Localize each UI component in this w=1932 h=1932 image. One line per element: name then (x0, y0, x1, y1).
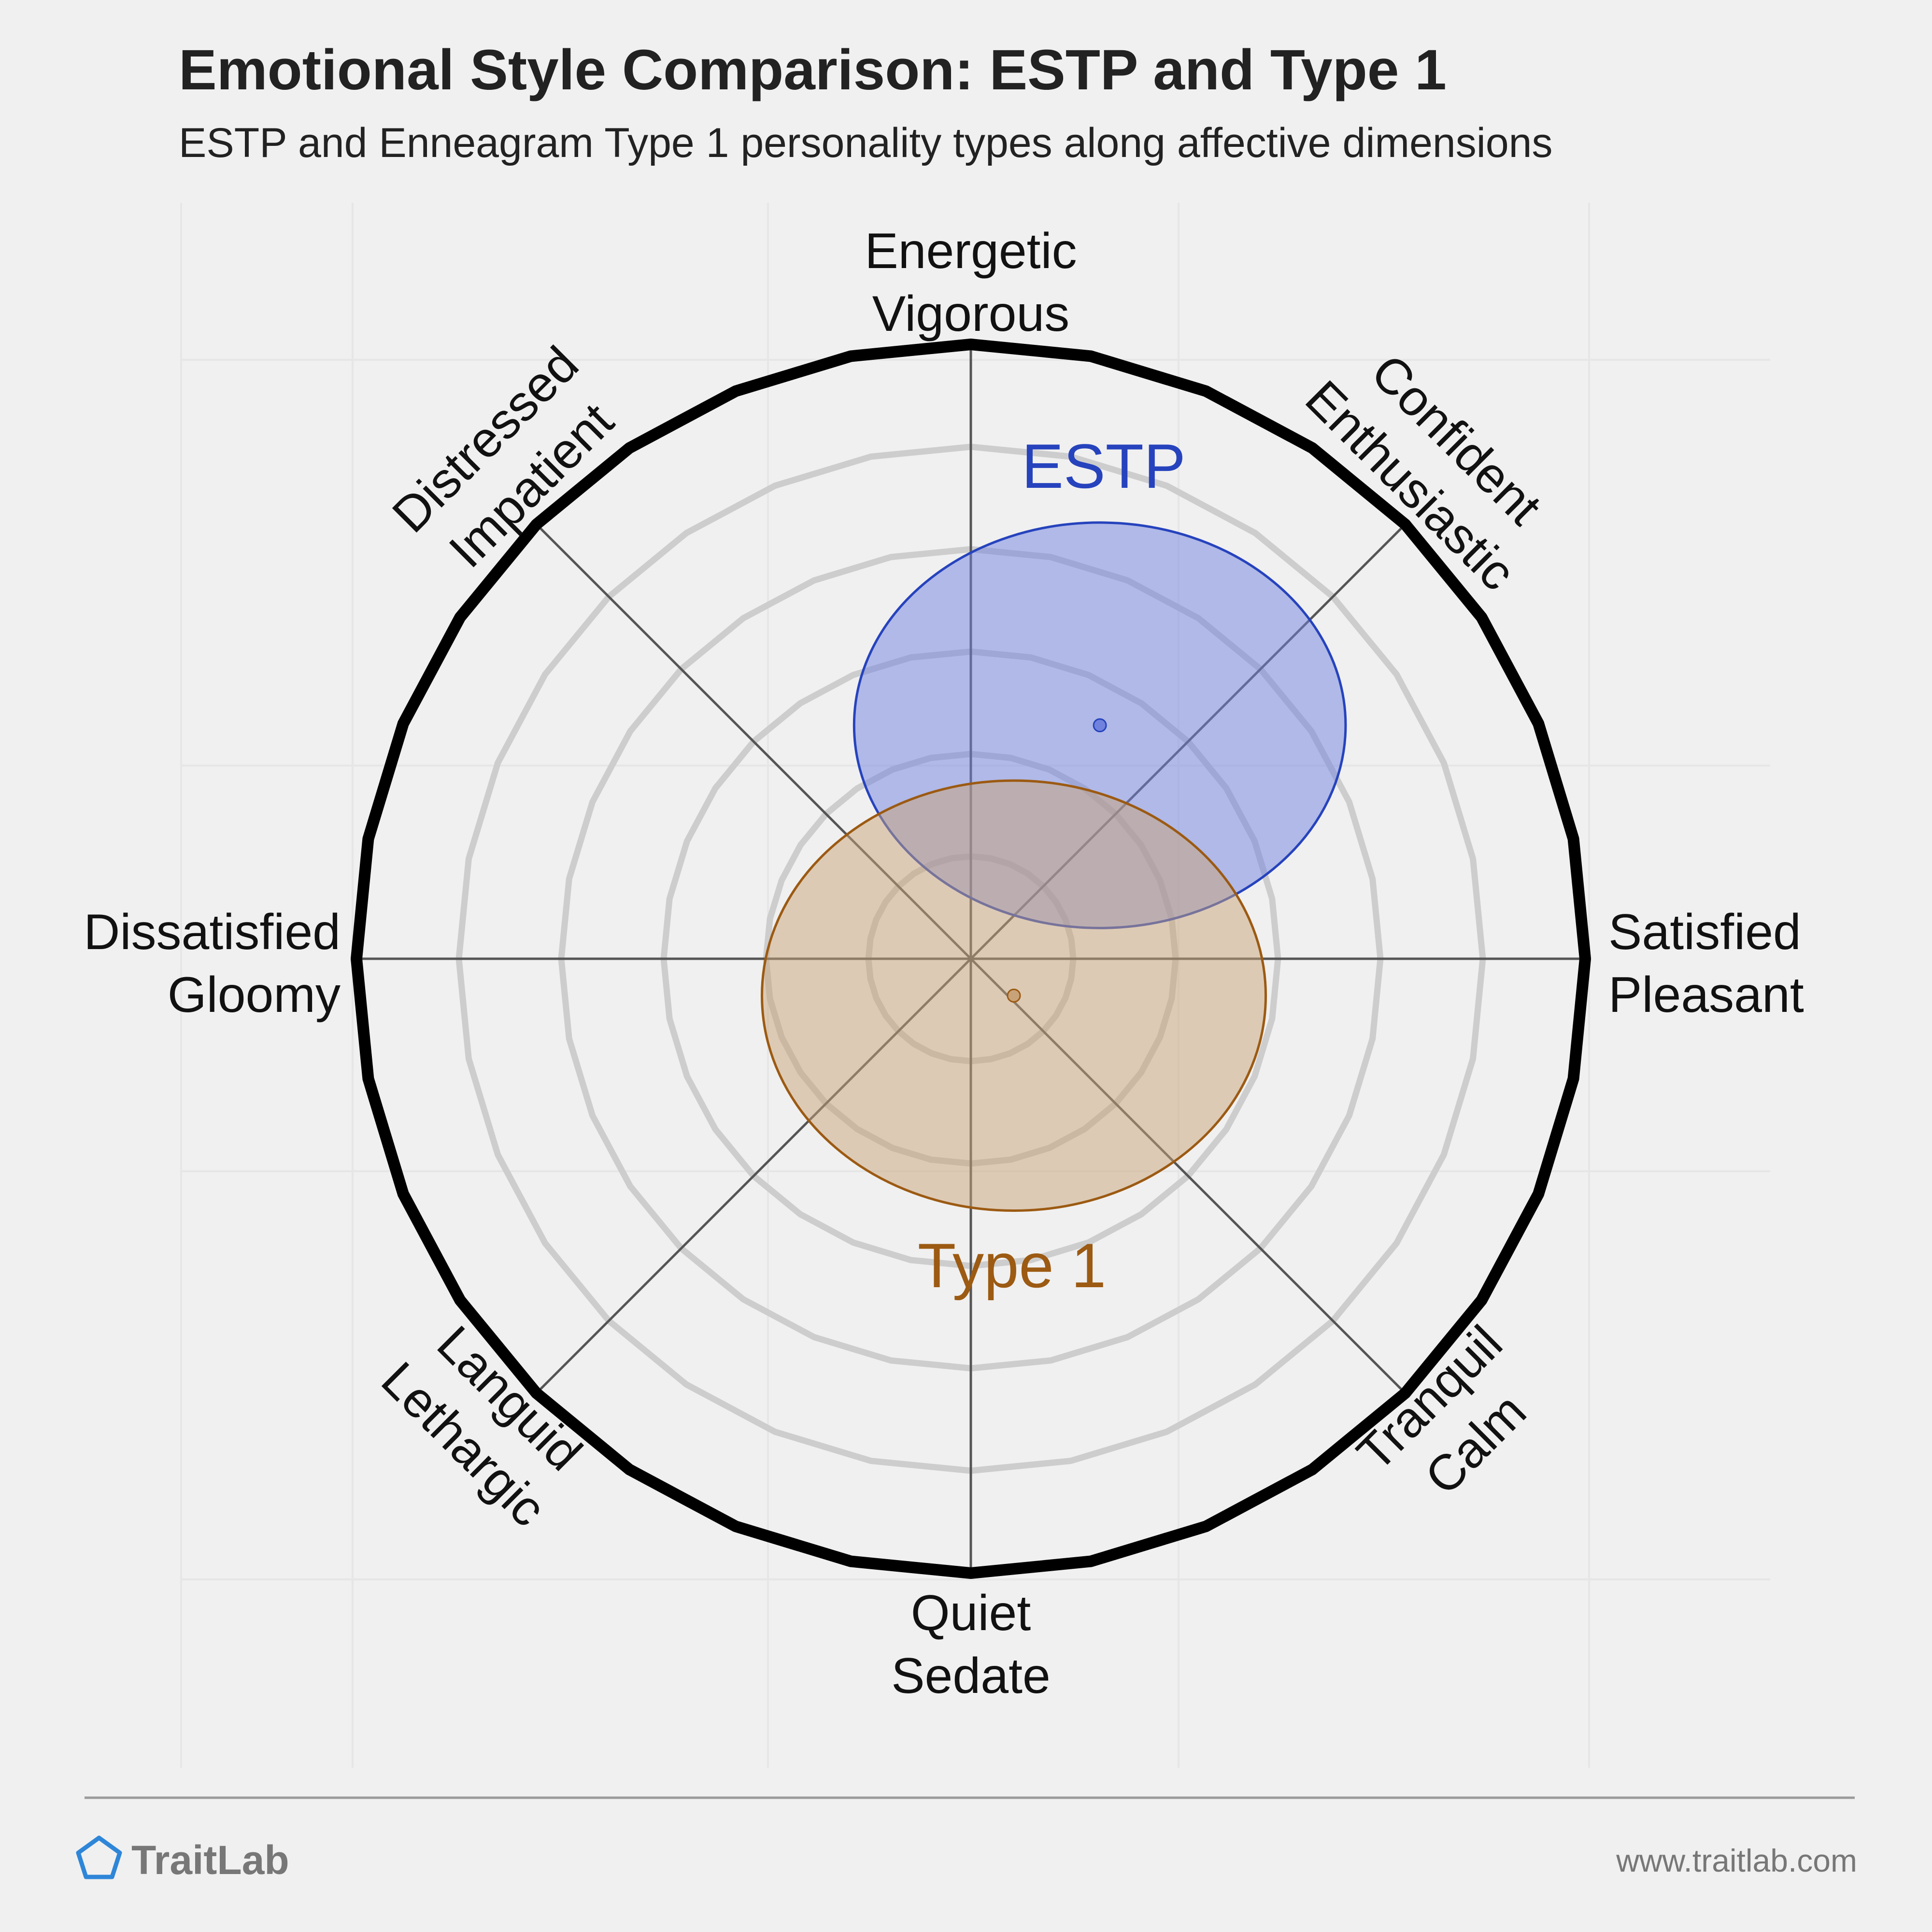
series-label-estp: ESTP (1022, 431, 1186, 501)
brand-name: TraitLab (131, 1837, 289, 1883)
footer-url[interactable]: www.traitlab.com (1616, 1843, 1857, 1878)
axis-label-energetic: Energetic (865, 223, 1077, 279)
axis-label-satisfied: Satisfied (1608, 904, 1801, 960)
outer-boundary (351, 339, 1591, 1579)
axis-label-quiet: Quiet (911, 1585, 1031, 1641)
outer-ring (351, 339, 1591, 1579)
chart-subtitle: ESTP and Enneagram Type 1 personality ty… (179, 120, 1553, 166)
axis-label-pleasant: Pleasant (1608, 967, 1804, 1023)
traitlab-logo-icon (76, 1835, 122, 1879)
series-regions (761, 521, 1347, 1212)
series-label-type-1: Type 1 (918, 1230, 1106, 1301)
chart-title: Emotional Style Comparison: ESTP and Typ… (179, 38, 1447, 102)
series-center-estp (1093, 718, 1107, 733)
axis-label-gloomy: Gloomy (168, 967, 341, 1023)
axis-label-vigorous: Vigorous (872, 286, 1070, 342)
series-center-type-1 (1007, 988, 1021, 1003)
axis-label-dissatisfied: Dissatisfied (84, 904, 341, 960)
background-grid (180, 203, 1770, 1768)
axis-label-sedate: Sedate (891, 1648, 1051, 1704)
